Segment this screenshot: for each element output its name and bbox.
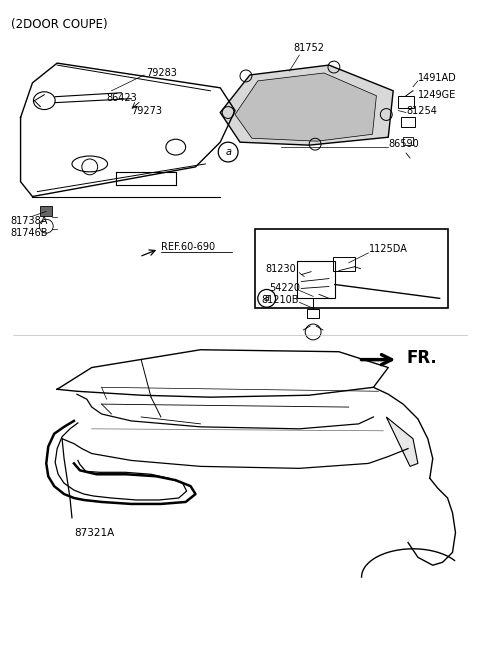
Text: 79283: 79283 [146,68,177,78]
Text: 1125DA: 1125DA [369,244,408,254]
Text: 87321A: 87321A [74,527,114,538]
Polygon shape [235,73,376,141]
Polygon shape [386,417,418,466]
Bar [255,229,447,308]
Bar [401,117,415,127]
Bar [297,261,335,298]
Text: 81746B: 81746B [11,228,48,238]
Text: 81210B: 81210B [262,295,299,305]
Text: 86590: 86590 [388,139,419,149]
Text: 1491AD: 1491AD [418,73,456,83]
Text: FR.: FR. [406,348,437,367]
Text: 86423: 86423 [107,92,137,103]
Polygon shape [220,65,393,145]
Text: 79273: 79273 [131,106,162,115]
Text: 1249GE: 1249GE [418,90,456,100]
Bar [333,257,355,271]
Text: 81230: 81230 [266,264,297,274]
Text: a: a [264,293,270,303]
Text: 54220: 54220 [270,283,300,293]
Bar [40,207,52,216]
Text: 81254: 81254 [406,106,437,115]
Bar [398,96,414,108]
Bar [307,309,319,318]
Text: 81752: 81752 [294,43,324,53]
Text: REF.60-690: REF.60-690 [161,242,215,252]
Text: 81738A: 81738A [11,216,48,226]
Text: a: a [225,147,231,157]
Text: (2DOOR COUPE): (2DOOR COUPE) [11,18,108,31]
Bar [403,137,413,145]
